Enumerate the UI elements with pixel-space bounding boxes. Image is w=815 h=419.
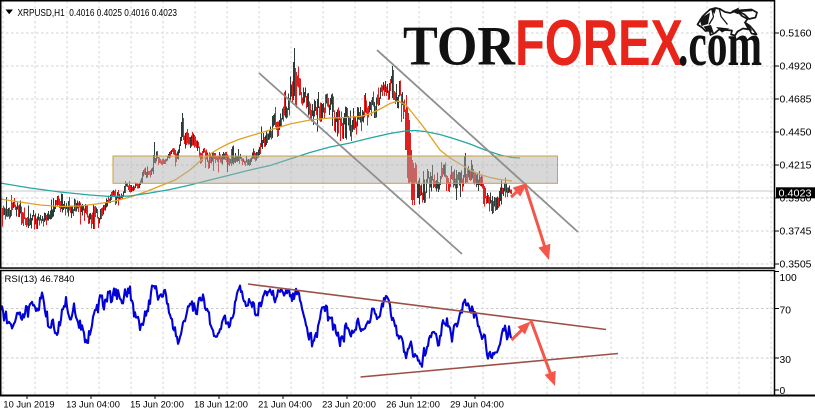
svg-text:0.3980: 0.3980 [780,194,812,205]
svg-text:0.4023: 0.4023 [779,189,812,200]
svg-text:18 Jun 12:00: 18 Jun 12:00 [194,400,248,410]
svg-text:0.4450: 0.4450 [780,128,812,139]
svg-text:30: 30 [780,355,792,366]
svg-text:0.3505: 0.3505 [780,260,812,271]
svg-text:13 Jun 04:00: 13 Jun 04:00 [66,400,120,410]
svg-text:15 Jun 20:00: 15 Jun 20:00 [130,400,184,410]
svg-text:0.5160: 0.5160 [780,29,812,40]
svg-text:100: 100 [780,273,797,284]
svg-text:0.4215: 0.4215 [780,161,812,172]
svg-text:RSI(13) 46.7840: RSI(13) 46.7840 [5,274,75,285]
svg-text:23 Jun 20:00: 23 Jun 20:00 [322,400,376,410]
svg-text:10 Jun 2019: 10 Jun 2019 [3,400,54,410]
svg-text:29 Jun 04:00: 29 Jun 04:00 [450,400,504,410]
svg-text:0.4920: 0.4920 [780,62,812,73]
svg-text:0.4685: 0.4685 [780,95,812,106]
svg-text:70: 70 [780,306,792,317]
svg-text:21 Jun 04:00: 21 Jun 04:00 [258,400,312,410]
svg-text:26 Jun 12:00: 26 Jun 12:00 [386,400,440,410]
svg-text:TOR: TOR [403,16,516,78]
svg-text:0.3745: 0.3745 [780,227,812,238]
svg-text:FOREX: FOREX [515,7,683,79]
svg-text:0: 0 [780,386,786,397]
svg-text:XRPUSD,H1 0.4016 0.4025 0.401: XRPUSD,H1 0.4016 0.4025 0.4016 0.4023 [18,8,178,19]
